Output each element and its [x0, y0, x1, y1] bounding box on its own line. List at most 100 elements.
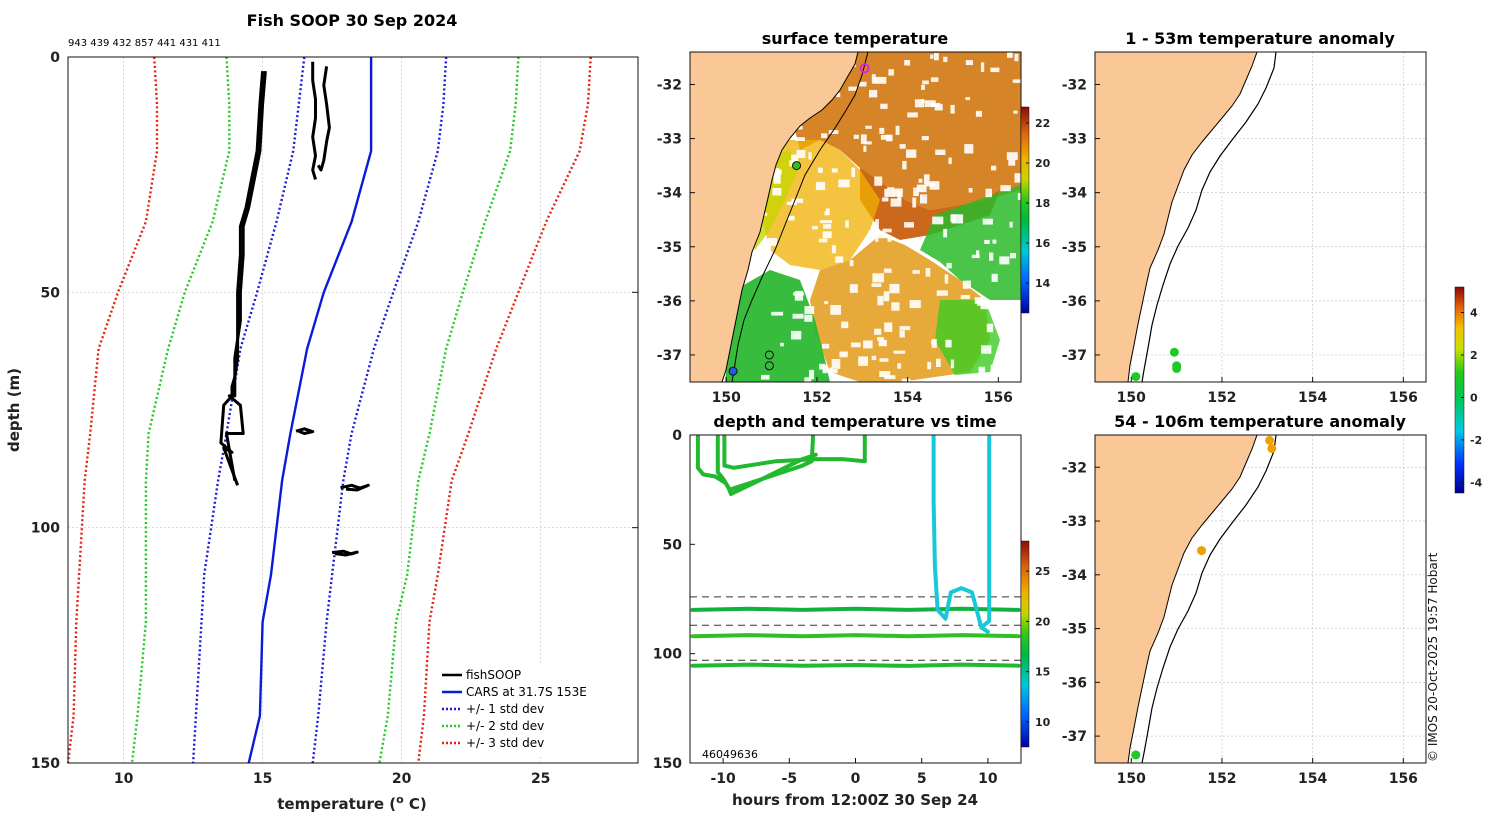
- colorbar-tick-label: 14: [1035, 277, 1051, 290]
- cast-track-cyan: [931, 435, 992, 630]
- cloud-gap: [912, 270, 920, 274]
- cloud-gap: [960, 295, 970, 299]
- cloud-gap: [820, 220, 832, 224]
- cloud-gap: [871, 283, 882, 287]
- y-tick-label: -35: [1062, 622, 1087, 638]
- profile-series: [66, 56, 592, 764]
- cloud-gap: [863, 145, 867, 152]
- surface-map-ticks: 150 152 154 156 -32 -33 -34 -35 -36 -37: [657, 77, 1013, 406]
- cloud-gap: [863, 340, 873, 349]
- legend-label-cars: CARS at 31.7S 153E: [466, 685, 587, 699]
- isobath-line: [1141, 52, 1277, 382]
- depth-track: [690, 606, 1021, 612]
- anomaly-colorbar: [1454, 286, 1465, 494]
- time-series-colorbar-ticks: 10 15 20 25: [1026, 565, 1051, 729]
- cloud-gap: [923, 174, 930, 184]
- cloud-gap: [912, 197, 917, 208]
- colorbar-tick-label: 16: [1035, 237, 1051, 250]
- x-tick-label: -10: [710, 771, 736, 787]
- cloud-gap: [985, 188, 992, 198]
- cloud-gap: [892, 188, 903, 197]
- surface-colorbar: [1020, 106, 1030, 314]
- cloud-gap: [891, 302, 900, 311]
- sst-cool-east: [920, 185, 1021, 300]
- cloud-gap: [980, 62, 985, 72]
- x-tick-label: 10: [114, 771, 134, 787]
- cloud-gap: [882, 228, 892, 233]
- isobath-line: [1141, 435, 1277, 763]
- anomaly-deep-points: [1131, 435, 1277, 760]
- cloud-gap: [978, 366, 986, 374]
- cloud-gap: [1009, 221, 1013, 228]
- profile-xlabel: temperature (o C): [277, 793, 427, 813]
- x-tick-label: 25: [531, 771, 550, 787]
- cloud-gap: [943, 228, 948, 238]
- cloud-gap: [767, 238, 777, 246]
- cloud-gap: [934, 104, 943, 111]
- cloud-gap: [977, 298, 987, 306]
- cloud-gap: [795, 137, 805, 141]
- legend-box: [437, 664, 632, 757]
- profile-axes-frame: [67, 56, 639, 764]
- cloud-gap: [971, 254, 980, 259]
- cloud-gap: [824, 301, 829, 305]
- cloud-gap: [1013, 110, 1018, 114]
- cloud-gap: [791, 330, 802, 340]
- cloud-gap: [950, 359, 955, 369]
- cloud-gap: [989, 252, 994, 261]
- anomaly-point: [1131, 372, 1141, 382]
- cloud-gap: [1011, 346, 1017, 351]
- x-tick-label: 156: [1389, 771, 1418, 787]
- cloud-gap: [875, 233, 879, 242]
- anomaly-colorbar-ticks: -4 -2 0 2 4: [1461, 306, 1483, 489]
- cloud-gap: [902, 161, 907, 170]
- cloud-gap: [831, 245, 837, 254]
- degree-sup: o: [396, 793, 404, 806]
- cloud-gap: [818, 238, 828, 243]
- cloud-gap: [932, 216, 944, 225]
- cloud-gap: [946, 262, 952, 269]
- cloud-gap: [1010, 253, 1016, 259]
- cloud-gap: [804, 314, 813, 322]
- y-tick-label: -37: [657, 348, 682, 364]
- cloud-gap: [821, 133, 828, 139]
- cloud-gap: [880, 103, 888, 109]
- surface-colorbar-ticks: 14 16 18 20 22: [1026, 117, 1051, 290]
- cloud-gap: [838, 179, 850, 188]
- cloud-gap: [931, 102, 941, 108]
- cloud-gap: [906, 149, 917, 158]
- y-tick-label: -37: [1062, 729, 1087, 745]
- cloud-gap: [883, 291, 890, 302]
- cloud-gap: [858, 81, 867, 87]
- profile-legend: fishSOOP CARS at 31.7S 153E +/- 1 std de…: [437, 664, 632, 757]
- anomaly-shallow-grid: [1095, 52, 1426, 382]
- time-series-title: depth and temperature vs time: [713, 412, 996, 431]
- cloud-gap: [965, 60, 973, 66]
- land-mass: [1095, 435, 1258, 763]
- cloud-gap: [930, 54, 934, 59]
- depth-track: [690, 633, 1021, 639]
- map-marker: [792, 161, 802, 171]
- x-tick-label: 150: [1117, 390, 1146, 406]
- cloud-gap: [981, 345, 992, 354]
- cloud-gap: [815, 181, 826, 191]
- cloud-gap: [909, 300, 921, 309]
- cloud-gap: [895, 125, 900, 135]
- cloud-gap: [878, 234, 890, 239]
- map-marker: [859, 63, 870, 74]
- cloud-gap: [809, 369, 815, 380]
- cloud-gap: [878, 339, 887, 347]
- cloud-gap: [943, 56, 948, 63]
- series-fishsoop-cast-c: [311, 61, 317, 180]
- cast-track: [729, 452, 818, 496]
- cloud-gap: [874, 176, 883, 186]
- cloud-gap: [791, 198, 803, 203]
- cloud-gap: [990, 67, 1000, 73]
- y-tick-label: -36: [1062, 294, 1087, 310]
- cloud-gap: [920, 194, 928, 204]
- cloud-gap: [849, 284, 858, 293]
- y-tick-label: -33: [657, 132, 682, 148]
- cloud-gap: [773, 168, 780, 178]
- cloud-gap: [761, 374, 770, 380]
